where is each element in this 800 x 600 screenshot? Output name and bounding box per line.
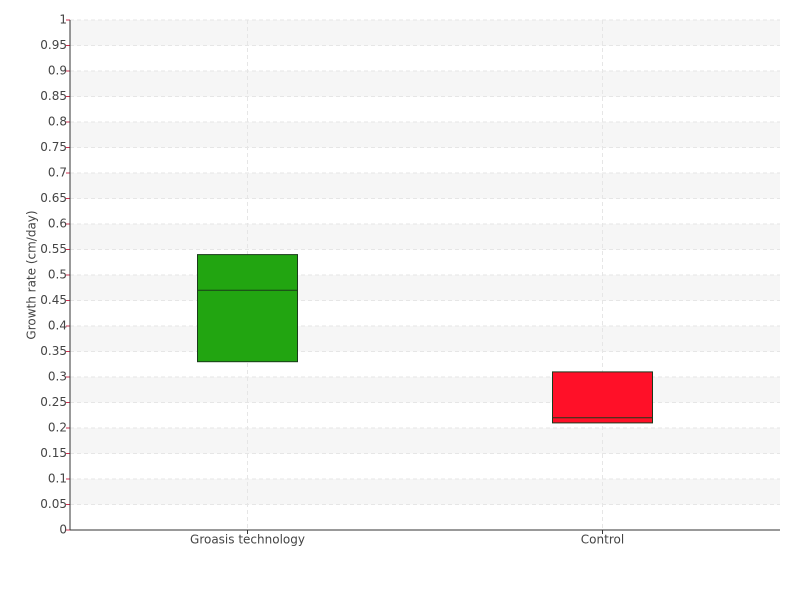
y-tick-label: 1 — [59, 13, 67, 27]
box — [197, 254, 298, 363]
grid-band — [70, 275, 780, 301]
box — [552, 371, 653, 424]
y-tick-label: 0.6 — [48, 217, 67, 231]
grid-band — [70, 173, 780, 199]
y-tick-label: 0.8 — [48, 115, 67, 129]
grid-band — [70, 122, 780, 148]
grid-band — [70, 428, 780, 454]
grid-band — [70, 224, 780, 250]
y-tick-label: 0.75 — [40, 140, 67, 154]
y-tick-label: 0.55 — [40, 242, 67, 256]
y-tick-label: 0.95 — [40, 38, 67, 52]
y-tick-label: 0.35 — [40, 344, 67, 358]
y-tick-label: 0.05 — [40, 497, 67, 511]
x-tick-label: Groasis technology — [190, 533, 305, 547]
y-tick-label: 0.1 — [48, 472, 67, 486]
grid-band — [70, 377, 780, 403]
grid-band — [70, 479, 780, 505]
y-tick-label: 0.5 — [48, 268, 67, 282]
y-tick-label: 0.9 — [48, 64, 67, 78]
grid-band — [70, 20, 780, 46]
x-tick-label: Control — [581, 533, 624, 547]
y-tick-label: 0 — [59, 523, 67, 537]
y-tick-label: 0.4 — [48, 319, 67, 333]
grid-band — [70, 71, 780, 97]
y-tick-label: 0.25 — [40, 395, 67, 409]
y-axis-label: Growth rate (cm/day) — [25, 210, 39, 339]
y-tick-label: 0.7 — [48, 166, 67, 180]
grid-band — [70, 326, 780, 352]
y-tick-label: 0.85 — [40, 89, 67, 103]
y-tick-label: 0.2 — [48, 421, 67, 435]
y-tick-label: 0.65 — [40, 191, 67, 205]
y-tick-label: 0.45 — [40, 293, 67, 307]
y-tick-label: 0.15 — [40, 446, 67, 460]
y-tick-label: 0.3 — [48, 370, 67, 384]
